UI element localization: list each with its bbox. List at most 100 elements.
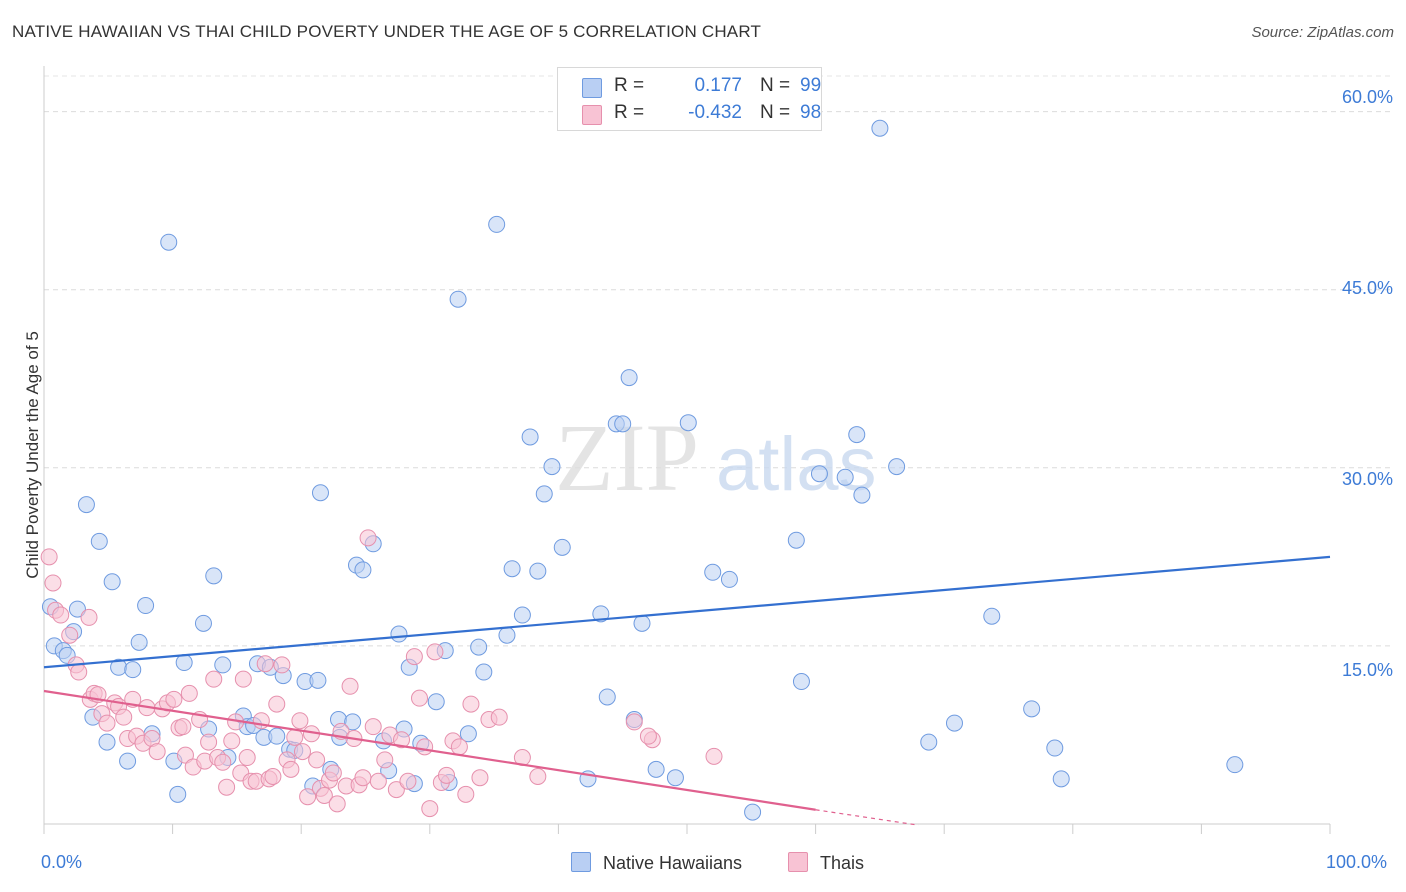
data-point xyxy=(119,752,137,770)
data-point xyxy=(704,563,722,581)
data-point xyxy=(462,695,480,713)
data-point xyxy=(449,290,467,308)
data-point xyxy=(529,768,547,786)
x-tick-label: 100.0% xyxy=(1326,852,1388,872)
blue-swatch xyxy=(582,78,602,98)
blue-swatch xyxy=(571,852,591,872)
data-point xyxy=(77,496,95,514)
data-point xyxy=(598,688,616,706)
data-point xyxy=(234,670,252,688)
data-point xyxy=(471,769,489,787)
data-point xyxy=(1226,756,1244,774)
n-value: 98 xyxy=(800,102,822,123)
data-point xyxy=(521,428,539,446)
data-point xyxy=(848,426,866,444)
data-point xyxy=(344,713,362,731)
r-label: R = xyxy=(614,102,645,123)
data-point xyxy=(148,743,166,761)
data-point xyxy=(98,733,116,751)
axes xyxy=(43,66,1331,834)
data-point xyxy=(679,414,697,432)
data-point xyxy=(205,670,223,688)
data-point xyxy=(52,606,70,624)
data-point xyxy=(459,725,477,743)
data-point xyxy=(387,781,405,799)
data-point xyxy=(291,712,309,730)
data-point xyxy=(311,484,329,502)
legend-native-hawaiians: Native Hawaiians xyxy=(571,852,742,874)
data-point xyxy=(543,458,561,476)
data-point xyxy=(124,661,142,679)
data-point xyxy=(214,656,232,674)
data-point xyxy=(90,532,108,550)
data-point xyxy=(470,638,488,656)
data-point xyxy=(450,738,468,756)
data-point xyxy=(286,728,304,746)
legend-label: Thais xyxy=(820,853,865,873)
source-label: Source: ZipAtlas.com xyxy=(1251,24,1394,41)
data-point xyxy=(264,768,282,786)
data-point xyxy=(1046,739,1064,757)
data-point xyxy=(426,643,444,661)
data-point xyxy=(218,778,236,796)
data-point xyxy=(620,369,638,387)
data-point xyxy=(40,548,58,566)
data-point xyxy=(529,562,547,580)
data-point xyxy=(553,538,571,556)
data-point xyxy=(165,690,183,708)
data-point xyxy=(214,753,232,771)
data-point xyxy=(513,606,531,624)
data-point xyxy=(625,713,643,731)
data-point xyxy=(390,625,408,643)
data-point xyxy=(324,764,342,782)
data-point xyxy=(393,731,411,749)
correlation-legend: R = 0.177 N = 99 R = -0.432 N = 98 xyxy=(557,67,822,131)
data-point xyxy=(792,673,810,691)
y-tick-label: 60.0% xyxy=(1341,87,1393,107)
data-point xyxy=(223,732,241,750)
data-point xyxy=(98,714,116,732)
data-point xyxy=(130,633,148,651)
thais-points xyxy=(40,529,723,818)
thais-trend-line xyxy=(43,689,816,811)
data-point xyxy=(983,607,1001,625)
data-point xyxy=(592,605,610,623)
data-point xyxy=(438,766,456,784)
y-tick-label: 45.0% xyxy=(1341,278,1393,298)
r-label: R = xyxy=(614,75,645,96)
data-point xyxy=(945,714,963,732)
data-point xyxy=(169,785,187,803)
y-tick-label: 15.0% xyxy=(1341,660,1393,680)
data-point xyxy=(871,119,889,137)
data-point xyxy=(498,626,516,644)
data-point xyxy=(457,785,475,803)
r-value: 0.177 xyxy=(694,75,742,96)
data-point xyxy=(836,468,854,486)
data-point xyxy=(411,689,429,707)
data-point xyxy=(180,684,198,702)
data-point xyxy=(282,760,300,778)
data-point xyxy=(308,751,326,769)
data-point xyxy=(268,695,286,713)
chart-title: NATIVE HAWAIIAN VS THAI CHILD POVERTY UN… xyxy=(12,22,762,41)
data-point xyxy=(920,733,938,751)
data-point xyxy=(810,465,828,483)
data-point xyxy=(103,573,121,591)
data-point xyxy=(666,769,684,787)
gridlines xyxy=(44,75,1392,647)
y-tick-label: 30.0% xyxy=(1341,469,1393,489)
data-point xyxy=(364,718,382,736)
data-point xyxy=(488,215,506,233)
data-point xyxy=(853,486,871,504)
data-point xyxy=(61,626,79,644)
data-point xyxy=(194,614,212,632)
data-point xyxy=(256,655,274,673)
data-point xyxy=(787,531,805,549)
data-point xyxy=(68,600,86,618)
data-point xyxy=(299,788,317,806)
data-point xyxy=(205,567,223,585)
data-point xyxy=(354,561,372,579)
legend-thais: Thais xyxy=(788,852,864,874)
data-point xyxy=(633,614,651,632)
